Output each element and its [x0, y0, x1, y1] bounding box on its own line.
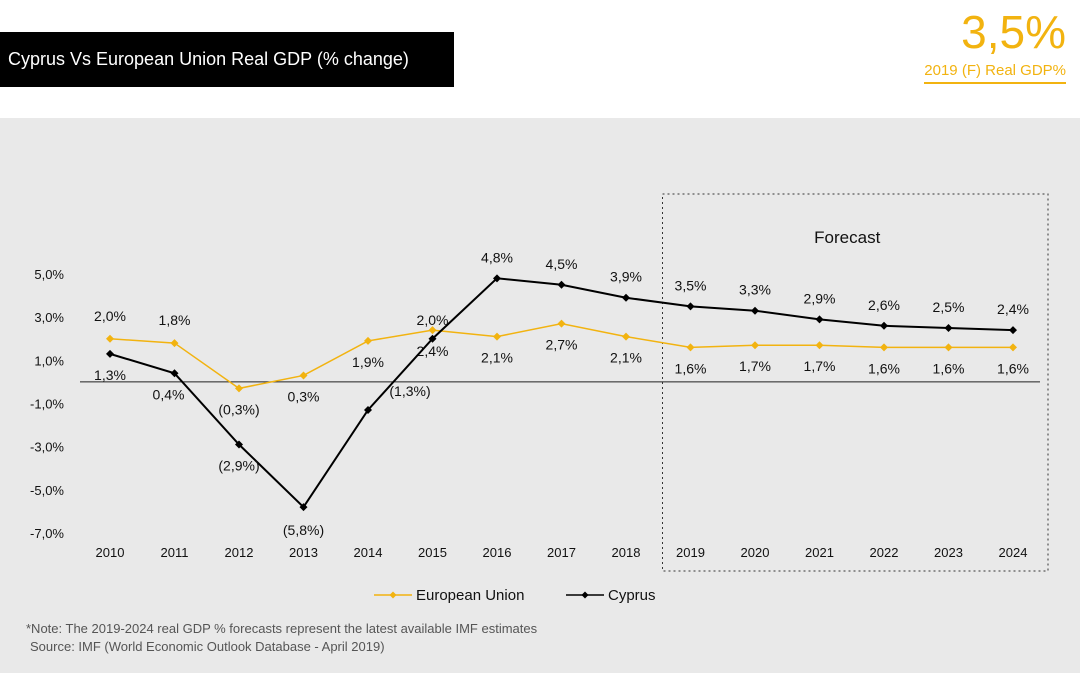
eu-data-point — [686, 343, 695, 352]
eu-data-point — [428, 326, 437, 335]
cyprus-data-label: 2,0% — [417, 312, 449, 328]
cyprus-data-label: (5,8%) — [283, 522, 324, 538]
cyprus-data-point — [944, 323, 953, 332]
legend-cyprus-label: Cyprus — [608, 587, 656, 604]
chart-panel — [0, 118, 1080, 673]
cyprus-data-label: 2,4% — [997, 301, 1029, 317]
cyprus-data-point — [1009, 326, 1017, 335]
cyprus-data-label: 0,4% — [153, 386, 185, 402]
eu-data-point — [299, 371, 308, 380]
cyprus-data-point — [557, 280, 566, 289]
y-tick-label: -5,0% — [30, 483, 64, 498]
kpi-label: 2019 (F) Real GDP% — [924, 62, 1066, 84]
cyprus-data-label: 2,9% — [804, 290, 836, 306]
cyprus-data-label: 2,5% — [933, 299, 965, 315]
cyprus-data-point — [235, 440, 243, 449]
legend-eu-label: European Union — [416, 587, 524, 604]
y-tick-label: 3,0% — [34, 310, 64, 325]
eu-data-label: 1,7% — [739, 358, 771, 374]
x-tick-label: 2018 — [612, 545, 641, 560]
eu-data-point — [880, 343, 888, 352]
x-tick-label: 2015 — [418, 545, 447, 560]
chart-title: Cyprus Vs European Union Real GDP (% cha… — [0, 32, 454, 87]
eu-data-point — [751, 341, 759, 350]
eu-data-label: 1,6% — [675, 360, 707, 376]
eu-data-label: 0,3% — [288, 388, 320, 404]
eu-data-point — [944, 343, 953, 352]
y-tick-label: -1,0% — [30, 397, 64, 412]
eu-data-point — [557, 319, 566, 328]
cyprus-data-label: 4,5% — [546, 256, 578, 272]
cyprus-data-label: (1,3%) — [389, 383, 430, 399]
eu-data-label: 1,6% — [933, 360, 965, 376]
forecast-box — [662, 193, 1049, 572]
cyprus-data-point — [815, 315, 824, 324]
cyprus-data-label: 2,6% — [868, 297, 900, 313]
eu-data-label: 2,1% — [481, 350, 513, 366]
eu-series-line — [109, 322, 1013, 390]
legend-eu-marker — [389, 591, 397, 599]
eu-data-label: 1,7% — [804, 358, 836, 374]
x-tick-label: 2016 — [483, 545, 512, 560]
source-text: Source: IMF (World Economic Outlook Data… — [30, 639, 385, 654]
cyprus-data-label: 1,3% — [94, 367, 126, 383]
cyprus-data-label: 4,8% — [481, 249, 513, 265]
x-tick-label: 2024 — [999, 545, 1028, 560]
x-tick-label: 2023 — [934, 545, 963, 560]
eu-data-label: 1,9% — [352, 354, 384, 370]
x-tick-label: 2019 — [676, 545, 705, 560]
cyprus-data-label: (2,9%) — [218, 458, 259, 474]
legend-cyprus-marker — [581, 591, 589, 599]
eu-data-point — [622, 332, 630, 341]
cyprus-data-point — [364, 405, 372, 414]
x-tick-label: 2017 — [547, 545, 576, 560]
x-tick-label: 2012 — [225, 545, 254, 560]
footnote: *Note: The 2019-2024 real GDP % forecast… — [26, 620, 537, 656]
note-text: *Note: The 2019-2024 real GDP % forecast… — [26, 621, 538, 636]
x-tick-label: 2021 — [805, 545, 834, 560]
y-tick-label: -3,0% — [30, 440, 64, 455]
x-tick-label: 2010 — [96, 545, 125, 560]
eu-data-point — [106, 334, 114, 343]
eu-data-label: 2,1% — [610, 350, 642, 366]
cyprus-data-point — [751, 306, 759, 315]
eu-data-point — [1009, 343, 1017, 352]
x-tick-label: 2022 — [870, 545, 899, 560]
forecast-label: Forecast — [814, 228, 880, 247]
eu-data-label: 2,7% — [546, 337, 578, 353]
eu-data-point — [815, 341, 824, 350]
cyprus-data-point — [622, 293, 630, 302]
x-tick-label: 2020 — [741, 545, 770, 560]
cyprus-data-label: 3,9% — [610, 269, 642, 285]
x-tick-label: 2014 — [354, 545, 383, 560]
cyprus-data-point — [428, 334, 437, 343]
cyprus-data-point — [686, 302, 695, 311]
x-tick-label: 2013 — [289, 545, 318, 560]
eu-data-label: 2,0% — [94, 308, 126, 324]
eu-data-point — [235, 384, 243, 393]
cyprus-data-label: 3,5% — [675, 277, 707, 293]
kpi-value: 3,5% — [961, 6, 1066, 58]
eu-data-point — [364, 336, 372, 345]
cyprus-data-point — [880, 321, 888, 330]
cyprus-data-point — [170, 369, 179, 378]
eu-data-label: 1,6% — [997, 360, 1029, 376]
cyprus-data-point — [299, 503, 308, 512]
eu-data-label: 1,6% — [868, 360, 900, 376]
y-tick-label: 5,0% — [34, 267, 64, 282]
y-tick-label: 1,0% — [34, 353, 64, 368]
eu-data-label: (0,3%) — [218, 401, 259, 417]
eu-data-point — [493, 332, 501, 341]
cyprus-data-point — [493, 274, 501, 283]
cyprus-data-point — [106, 349, 114, 358]
y-tick-label: -7,0% — [30, 526, 64, 541]
x-tick-label: 2011 — [161, 545, 189, 560]
cyprus-data-label: 3,3% — [739, 282, 771, 298]
eu-data-point — [170, 339, 179, 348]
eu-data-label: 1,8% — [159, 312, 191, 328]
